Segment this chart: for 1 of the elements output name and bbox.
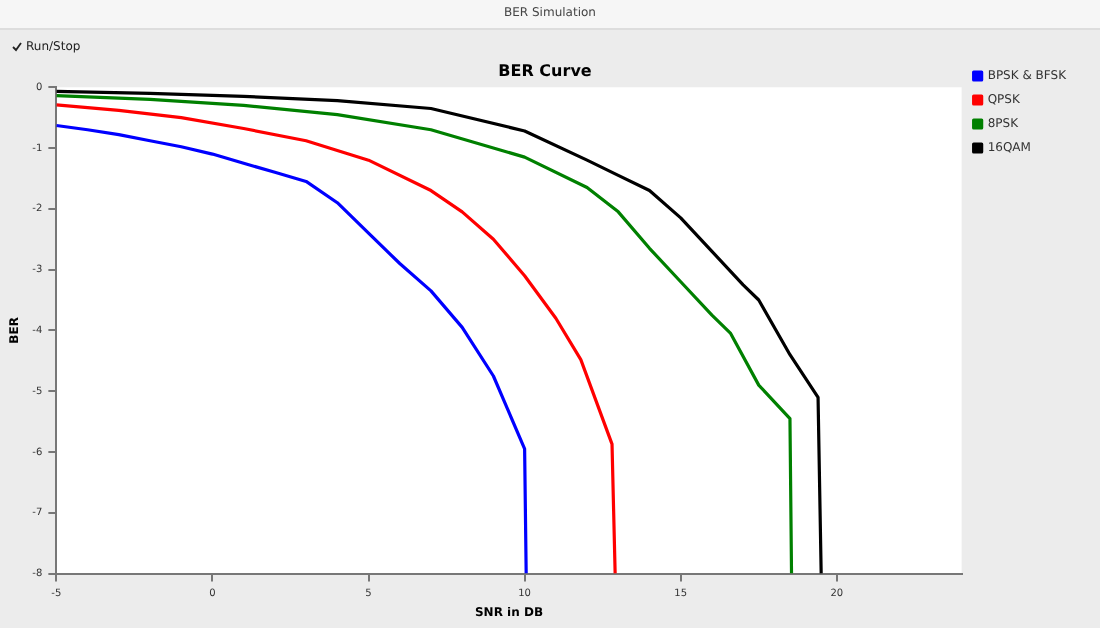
chart-title: BER Curve — [498, 61, 593, 80]
